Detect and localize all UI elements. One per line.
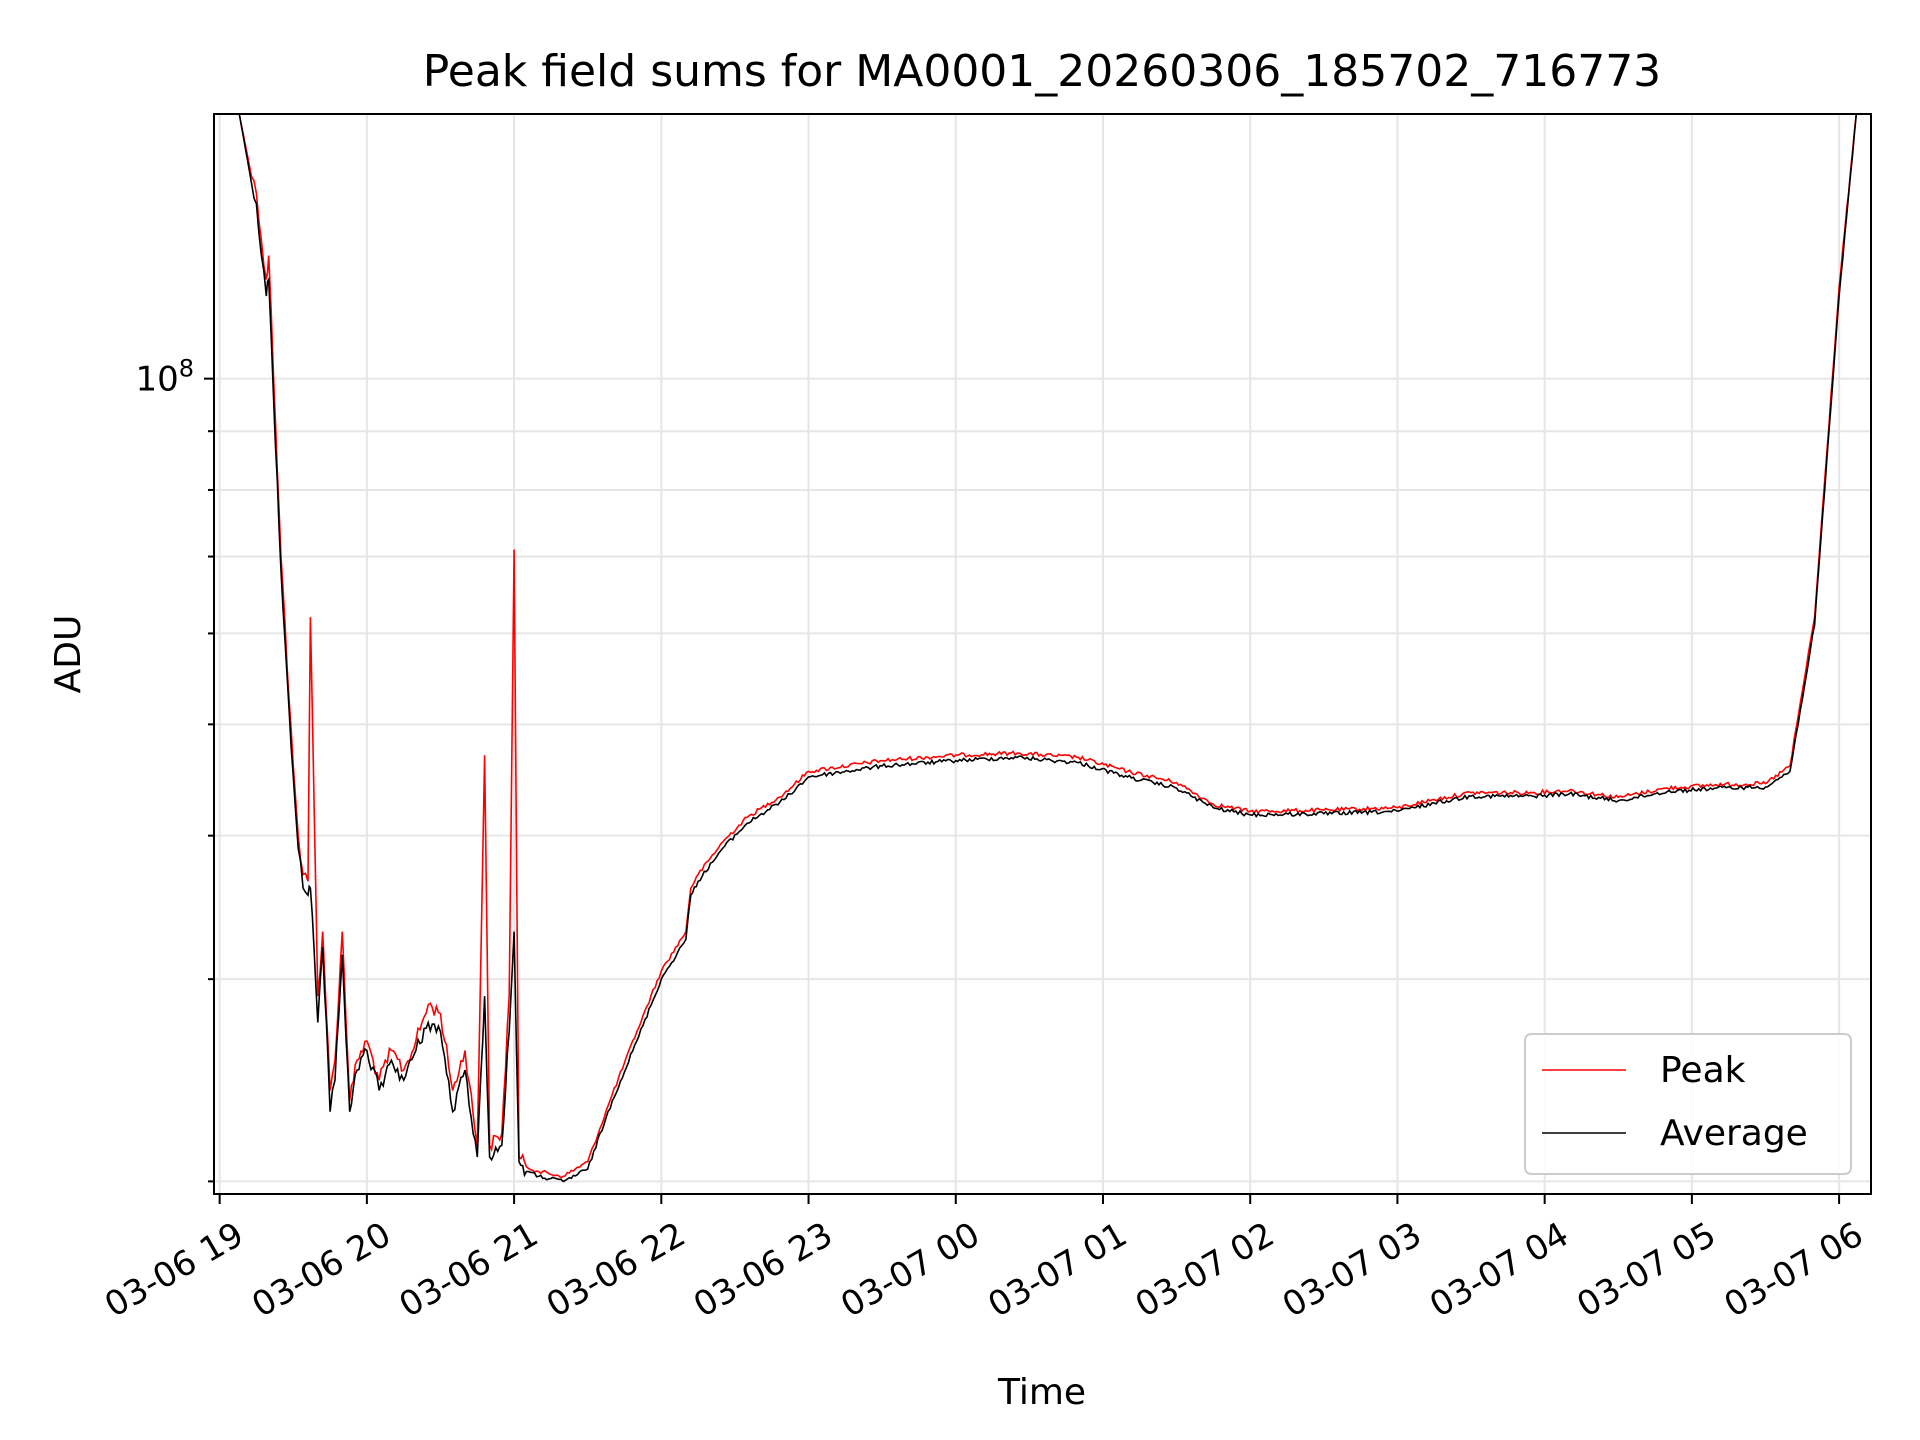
legend-label-average: Average [1660,1113,1808,1154]
chart-title: Peak field sums for MA0001_20260306_1857… [423,46,1661,97]
y-tick-label: 108 [135,355,194,400]
series-line-average [214,114,1858,1183]
series-layer [214,114,1858,1183]
legend-box [1524,1033,1852,1175]
y-axis-label: ADU [48,615,89,694]
x-axis-label: Time [997,1372,1086,1413]
legend: Peak Average [1524,1033,1852,1175]
grid-layer [214,114,1871,1194]
plot-frame [213,113,1872,1195]
legend-label-peak: Peak [1660,1050,1746,1091]
